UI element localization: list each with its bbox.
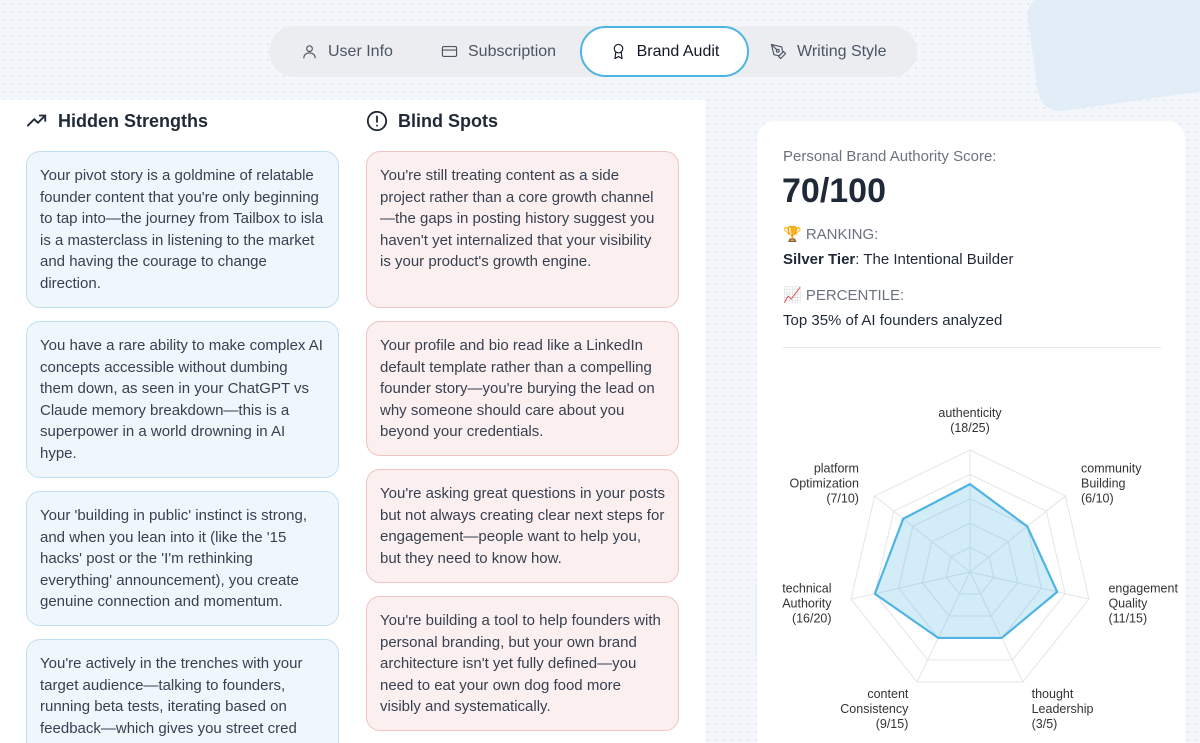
tab-user-info[interactable]: User Info xyxy=(301,26,393,77)
strength-card: You have a rare ability to make complex … xyxy=(26,321,339,478)
radar-axis-label: (11/15) xyxy=(1108,612,1147,626)
radar-axis-label: (16/20) xyxy=(792,612,832,626)
radar-axis-label: platform xyxy=(814,461,859,475)
radar-axis-label: content xyxy=(867,687,909,701)
radar-spoke xyxy=(850,571,971,600)
radar-spoke xyxy=(916,571,971,683)
hidden-strengths-heading: Hidden Strengths xyxy=(26,110,208,132)
tab-brand-audit[interactable]: Brand Audit xyxy=(580,26,749,77)
radar-spoke xyxy=(969,571,1024,683)
brand-score-card: Personal Brand Authority Score: 70/100 🏆… xyxy=(757,121,1185,743)
percentile-value: Top 35% of AI founders analyzed xyxy=(783,312,1003,329)
blind-spot-card: Your profile and bio read like a LinkedI… xyxy=(366,321,679,456)
ranking-label: 🏆 RANKING: xyxy=(783,226,879,243)
radar-axis-label: Optimization xyxy=(789,476,859,490)
radar-axis-label: (3/5) xyxy=(1032,717,1058,731)
credit-card-icon xyxy=(441,45,458,58)
alert-circle-icon xyxy=(366,110,388,132)
tab-label: Brand Audit xyxy=(636,42,720,60)
radar-axis-label: Building xyxy=(1081,476,1126,490)
radar-axis-label: community xyxy=(1081,461,1142,475)
radar-grid-ring xyxy=(945,547,995,595)
blind-spot-card: You're still treating content as a side … xyxy=(366,151,679,308)
award-icon xyxy=(613,43,623,60)
radar-axis-label: Quality xyxy=(1108,597,1148,611)
radar-grid-ring xyxy=(850,449,1090,683)
ranking-value: Silver Tier: The Intentional Builder xyxy=(783,251,1014,268)
tab-bar: User Info Subscription Brand Audit Writi… xyxy=(269,26,917,77)
trending-up-icon xyxy=(26,114,47,127)
strength-card: You're actively in the trenches with you… xyxy=(26,639,339,743)
radar-axis-label: engagement xyxy=(1108,582,1178,596)
score-label: Personal Brand Authority Score: xyxy=(783,148,997,165)
strength-card: Your 'building in public' instinct is st… xyxy=(26,491,339,626)
radar-axis-label: technical xyxy=(782,582,831,596)
radar-axis-label: (6/10) xyxy=(1081,491,1114,505)
blind-spot-card: You're building a tool to help founders … xyxy=(366,596,679,731)
radar-axis-label: (9/15) xyxy=(876,717,909,731)
tab-label: Writing Style xyxy=(797,42,887,60)
radar-spoke xyxy=(874,495,971,573)
decorative-shape xyxy=(1024,0,1200,114)
pen-tool-icon xyxy=(770,43,787,60)
radar-axis-label: thought xyxy=(1032,687,1074,701)
radar-axis-label: Leadership xyxy=(1032,702,1094,716)
radar-axis-label: (7/10) xyxy=(826,491,859,505)
radar-grid-ring xyxy=(921,522,1019,617)
tab-subscription[interactable]: Subscription xyxy=(441,26,556,77)
radar-axis-label: Authority xyxy=(782,597,832,611)
radar-axis-label: (18/25) xyxy=(950,421,990,435)
radar-grid-ring xyxy=(874,473,1066,661)
radar-data-area xyxy=(873,483,1059,640)
score-value: 70/100 xyxy=(782,172,886,210)
radar-axis-label: Consistency xyxy=(840,702,909,716)
blind-spots-heading: Blind Spots xyxy=(366,110,498,132)
radar-axis-label: authenticity xyxy=(938,406,1002,420)
percentile-label: 📈 PERCENTILE: xyxy=(783,287,905,304)
tab-label: Subscription xyxy=(468,42,557,60)
radar-spoke xyxy=(969,495,1066,573)
blind-spot-card: You're asking great questions in your po… xyxy=(366,469,679,583)
strength-card: Your pivot story is a goldmine of relata… xyxy=(26,151,339,308)
tab-label: User Info xyxy=(328,42,393,60)
radar-chart-svg: authenticity(18/25) communityBuilding(6/1… xyxy=(782,406,1178,731)
divider xyxy=(783,347,1161,348)
user-icon xyxy=(303,45,316,59)
tab-writing-style[interactable]: Writing Style xyxy=(770,26,887,77)
radar-spoke xyxy=(969,571,1090,600)
radar-chart: authenticity (18/25) community Building (6/1… xyxy=(757,400,1200,743)
